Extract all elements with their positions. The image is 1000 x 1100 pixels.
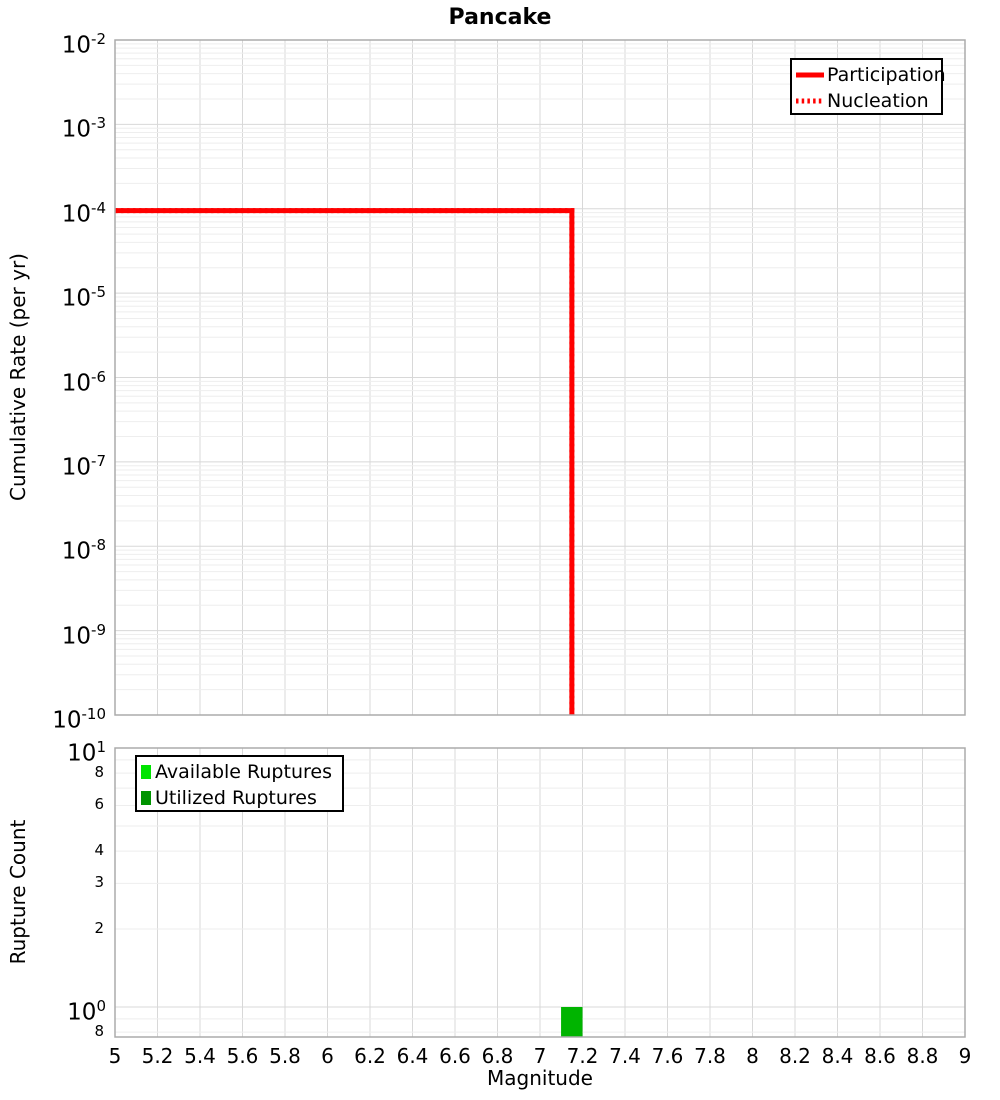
x-tick-label: 5.2: [141, 1044, 174, 1068]
y-tick-label: 10-10: [52, 705, 106, 734]
y-tick-label: 10-6: [61, 367, 106, 397]
y-minor-tick-label: 6: [94, 795, 104, 814]
legend-label-available: Available Ruptures: [155, 761, 332, 783]
y-tick-label: 10-5: [61, 283, 106, 312]
legend-row-utilized: Utilized Ruptures: [141, 785, 338, 811]
participation-line-swatch-icon: [796, 72, 824, 78]
x-tick-label: 8.8: [906, 1044, 939, 1068]
y-tick-label: 10-9: [61, 620, 106, 650]
y-minor-tick-label: 2: [94, 919, 104, 938]
top-panel-border: [114, 39, 966, 716]
x-tick-label: 6.2: [354, 1044, 386, 1068]
y-tick-label: 10-2: [61, 30, 106, 59]
x-tick-label: 7.6: [651, 1044, 684, 1068]
legend-row-participation: Participation: [796, 62, 946, 88]
series-nucleation: [115, 208, 575, 715]
bottom-panel-border: [114, 747, 966, 1038]
x-tick-label: 5.4: [184, 1044, 216, 1068]
y-tick-label: 10-3: [61, 114, 106, 144]
legend-label-participation: Participation: [827, 64, 946, 86]
y-tick-label: 100: [67, 997, 106, 1026]
x-tick-label: 9: [958, 1044, 972, 1068]
x-tick-label: 8: [746, 1044, 759, 1068]
x-tick-label: 5.8: [269, 1044, 301, 1068]
x-tick-label: 5.6: [226, 1044, 259, 1068]
utilized-ruptures-swatch-icon: [141, 791, 151, 805]
x-tick-label: 6: [321, 1044, 334, 1068]
x-tick-label: 7: [533, 1044, 547, 1068]
rate-legend: Participation Nucleation: [790, 58, 946, 115]
nucleation-dotted-swatch-icon: [796, 98, 824, 104]
x-tick-label: 8.6: [864, 1044, 896, 1068]
legend-label-utilized: Utilized Ruptures: [155, 787, 317, 809]
y-tick-label: 10-4: [61, 198, 106, 228]
x-tick-label: 8.4: [821, 1044, 854, 1068]
x-tick-label: 7.8: [694, 1044, 726, 1068]
y-tick-label: 10-8: [61, 536, 106, 565]
y-minor-tick-label: 4: [94, 841, 104, 860]
x-tick-label: 6.8: [481, 1044, 514, 1068]
legend-row-available: Available Ruptures: [141, 759, 338, 785]
y-tick-label: 10-7: [61, 451, 106, 481]
chart-title: Pancake: [448, 5, 552, 30]
y-tick-label: 101: [67, 738, 106, 767]
x-tick-label: 7.2: [566, 1044, 599, 1068]
x-tick-label: 7.4: [609, 1044, 641, 1068]
y-minor-tick-label: 8: [94, 1022, 104, 1041]
y-minor-tick-label: 8: [94, 763, 104, 782]
x-tick-label: 6.4: [396, 1044, 429, 1068]
rupture-legend: Available Ruptures Utilized Ruptures: [135, 755, 344, 812]
legend-row-nucleation: Nucleation: [796, 88, 937, 114]
x-tick-label: 8.2: [779, 1044, 811, 1068]
bar-rendered: [561, 1007, 583, 1037]
y-minor-tick-label: 3: [94, 873, 104, 892]
xaxis-title: Magnitude: [487, 1066, 593, 1090]
x-tick-label: 5: [108, 1044, 122, 1068]
available-ruptures-swatch-icon: [141, 765, 151, 779]
series-participation: [115, 208, 575, 715]
x-tick-label: 6.6: [439, 1044, 471, 1068]
legend-label-nucleation: Nucleation: [827, 90, 929, 112]
